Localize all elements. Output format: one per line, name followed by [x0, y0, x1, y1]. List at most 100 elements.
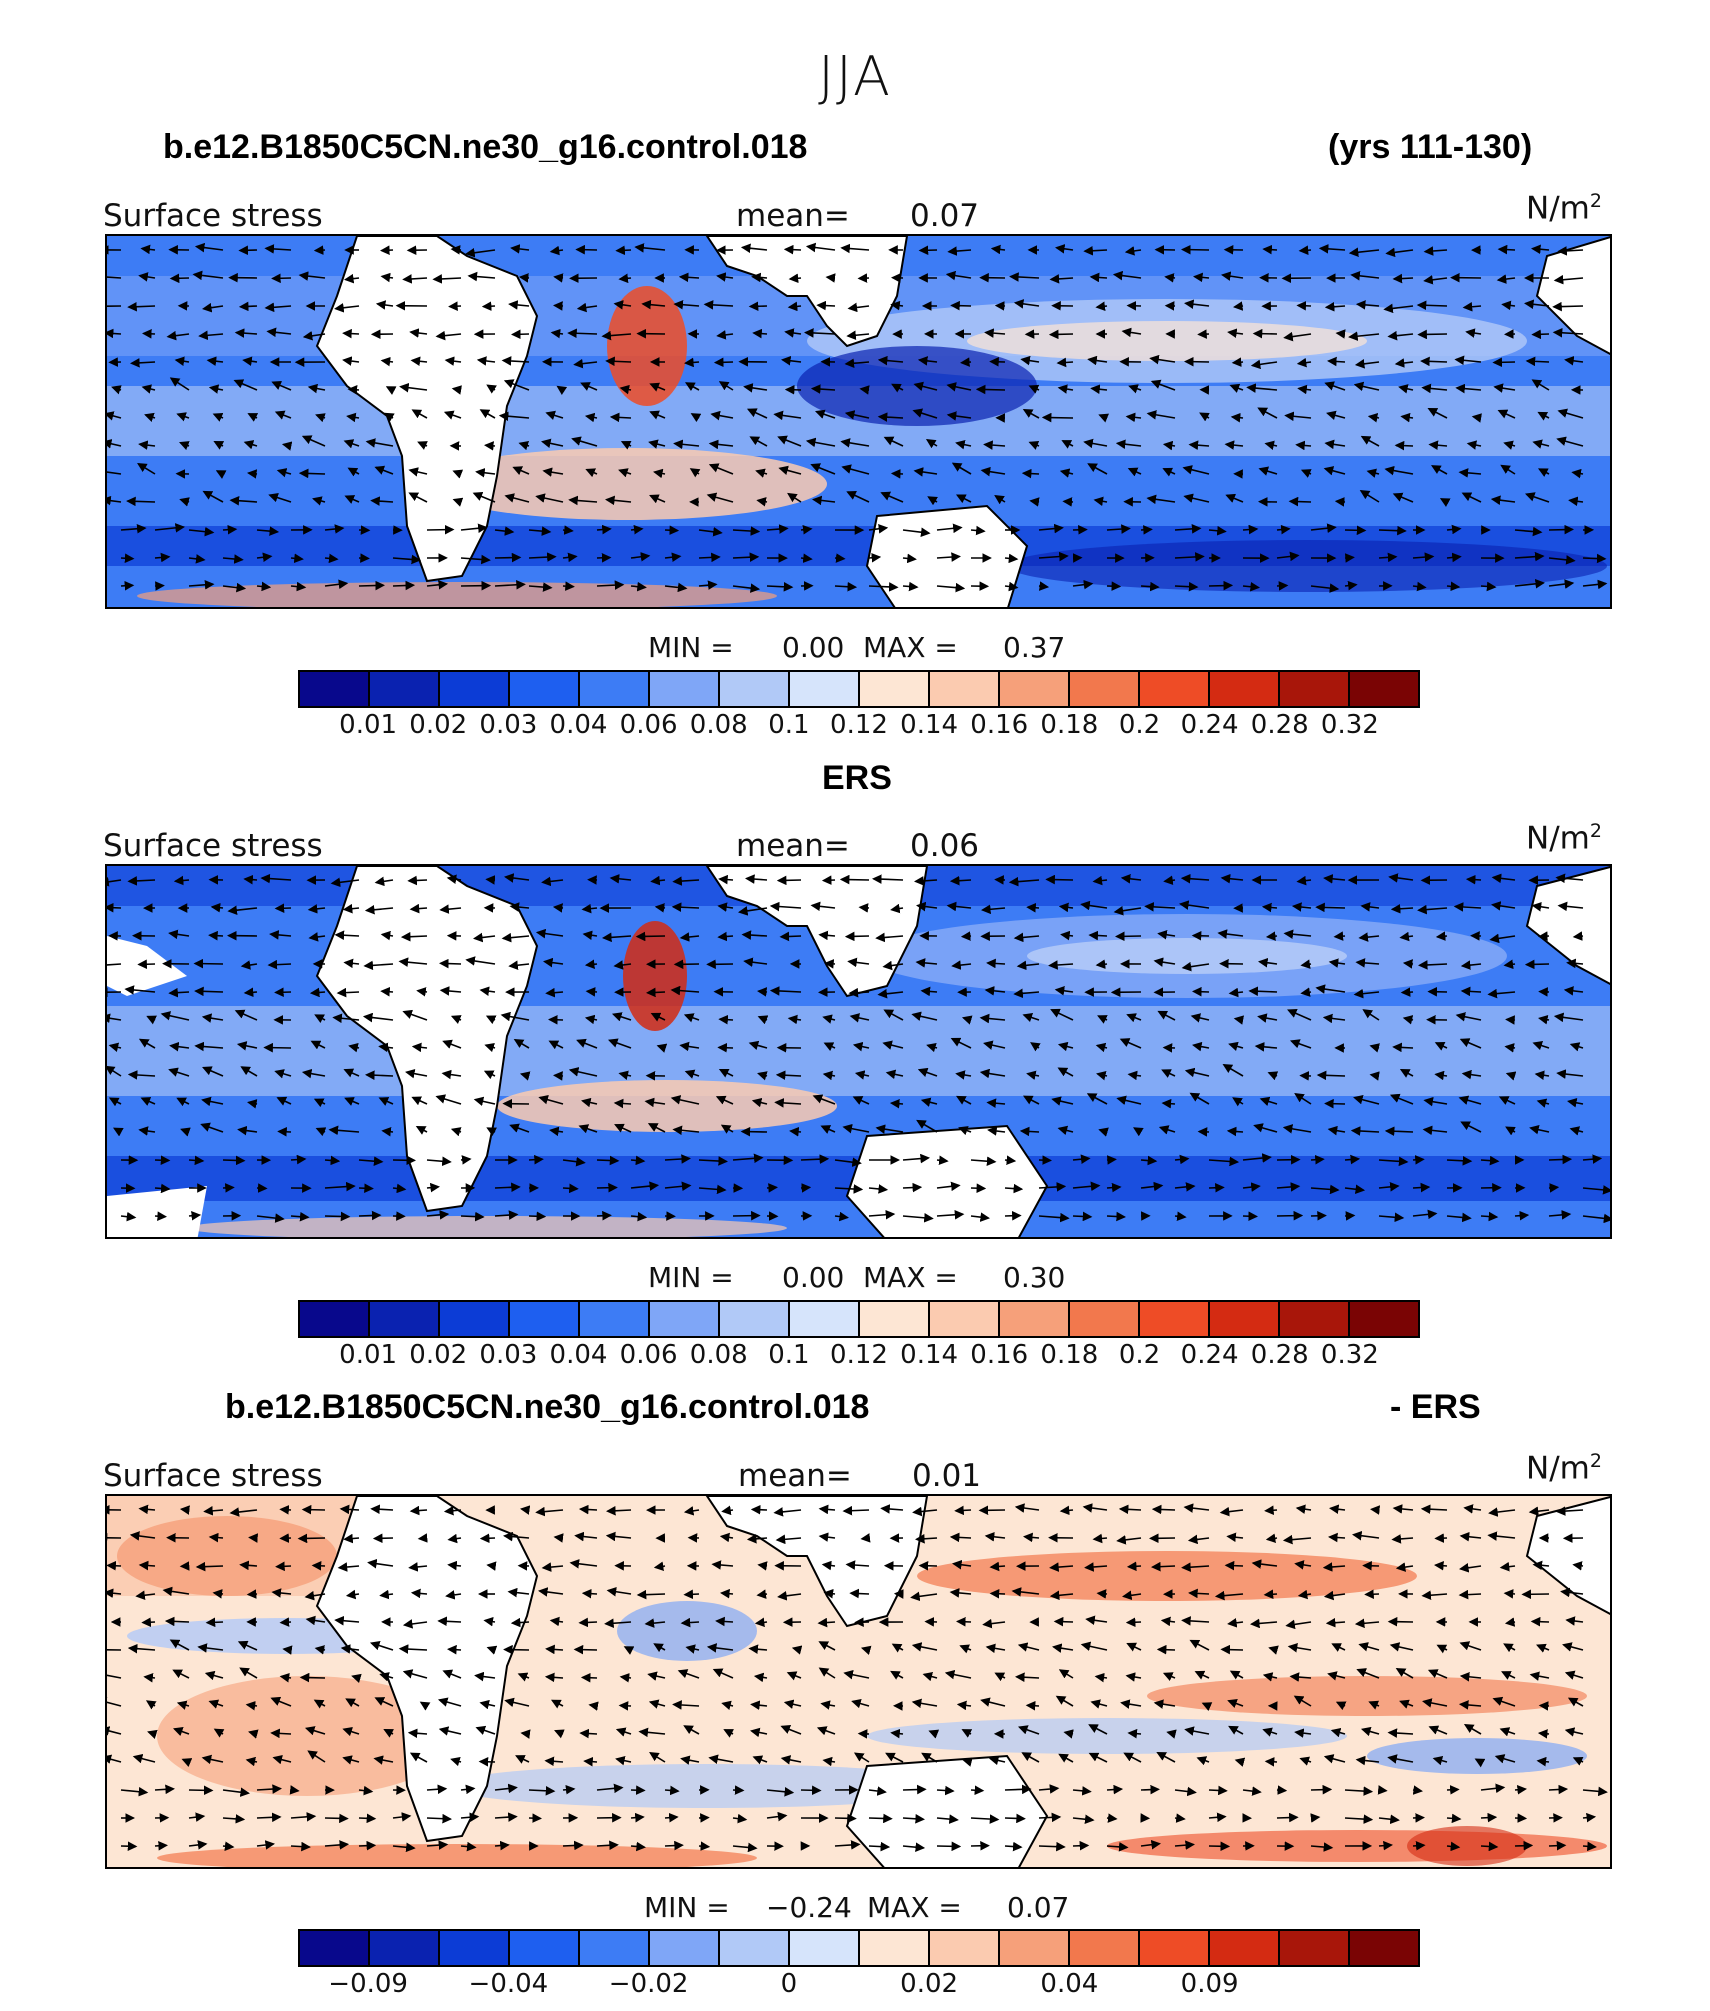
panel2-stress-arrow: [1189, 1092, 1210, 1105]
panel3-stress-arrow: [535, 1506, 564, 1517]
panel1-colorbar-tick-label: 0.02: [409, 710, 468, 740]
panel2-stress-arrow: [210, 902, 224, 913]
panel1-stress-arrow: [685, 382, 700, 392]
panel1-stress-arrow: [432, 274, 462, 284]
panel1-variable-label: Surface stress: [103, 198, 323, 234]
panel3-max-value: 0.07: [1007, 1891, 1070, 1924]
panel2-stress-arrow: [602, 932, 632, 943]
panel1-stress-arrow: [1385, 247, 1414, 258]
panel2-colorbar-tick-label: 0.12: [830, 1340, 888, 1370]
panel1-stress-arrow: [1344, 525, 1367, 536]
panel1-stress-arrow: [618, 273, 632, 284]
panel1-stress-arrow: [1417, 329, 1448, 340]
panel2-colorbar-tick-label: 0.14: [900, 1340, 959, 1370]
panel1-stress-arrow: [498, 411, 530, 422]
panel2-stress-arrow: [650, 1012, 666, 1022]
panel3-stress-arrow: [606, 1505, 632, 1516]
panel3-stress-arrow: [583, 1756, 598, 1767]
panel3-stress-arrow: [1096, 1589, 1108, 1599]
panel2-stress-arrow: [775, 1070, 802, 1081]
panel2-stress-arrow: [609, 874, 632, 884]
panel2-stress-arrow: [1333, 931, 1346, 941]
panel3-stress-arrow: [279, 1617, 292, 1627]
panel3-stress-arrow: [1025, 1700, 1040, 1711]
panel2-colorbar-box: [1210, 1302, 1280, 1336]
panel3-stress-arrow: [246, 1589, 258, 1599]
panel1-map: [105, 234, 1612, 609]
panel1-stress-arrow: [1057, 384, 1074, 394]
panel1-stress-arrow: [1428, 440, 1448, 450]
panel2-stress-arrow: [1180, 873, 1210, 884]
panel2-stress-arrow: [324, 1155, 341, 1166]
panel1-colorbar-box: [790, 672, 860, 706]
panel2-stress-arrow: [138, 1126, 156, 1136]
panel1-stress-arrow: [596, 524, 612, 535]
panel2-stress-arrow: [672, 1125, 700, 1136]
panel2-stress-arrow: [1106, 1211, 1126, 1222]
panel2-stress-arrow: [127, 1070, 156, 1080]
panel1-stress-arrow: [684, 357, 700, 368]
panel1-stress-arrow: [980, 466, 1006, 477]
panel1-stress-arrow: [375, 300, 394, 310]
panel2-stress-arrow: [483, 1070, 496, 1080]
panel1-stress-arrow: [313, 245, 326, 255]
panel2-stress-arrow: [868, 1184, 889, 1194]
panel2-stress-arrow: [1192, 1041, 1210, 1052]
panel1-stress-arrow: [781, 355, 802, 366]
panel3-stress-arrow: [1072, 1840, 1090, 1851]
panel2-colorbar-box: [370, 1302, 440, 1336]
panel2-stress-arrow: [1058, 902, 1074, 913]
panel2-colorbar-box: [1350, 1302, 1418, 1336]
panel1-stress-arrow: [111, 385, 122, 395]
panel2-colorbar-tick-label: 0.01: [339, 1340, 398, 1370]
panel1-stress-arrow: [703, 300, 734, 310]
panel3-stress-arrow: [750, 1504, 768, 1515]
panel2-stress-arrow: [1453, 902, 1482, 912]
panel1-stress-arrow: [773, 410, 802, 421]
panel1-colorbar-tick-label: 0.01: [339, 710, 398, 740]
panel3-stress-arrow: [107, 1560, 122, 1571]
panel3-stress-arrow: [503, 1644, 530, 1655]
panel1-stress-arrow: [1231, 357, 1244, 367]
panel1-stress-arrow: [912, 408, 938, 419]
panel1-stress-arrow: [494, 526, 515, 536]
panel2-stress-arrow: [664, 1181, 692, 1192]
panel3-stress-arrow: [581, 1588, 598, 1599]
panel2-stress-arrow: [314, 1014, 326, 1024]
panel1-stress-arrow: [609, 412, 632, 423]
figure-title: JJA: [818, 45, 892, 108]
panel3-stress-arrow: [578, 1504, 598, 1515]
panel2-stress-arrow: [120, 1211, 137, 1222]
panel1-stress-arrow: [1525, 356, 1550, 367]
panel1-stress-arrow: [276, 468, 292, 478]
panel2-stress-arrow: [1013, 932, 1040, 943]
panel1-stress-arrow: [1455, 383, 1482, 394]
panel2-stress-arrow: [124, 985, 156, 995]
panel1-stress-arrow: [708, 439, 734, 450]
panel2-stress-arrow: [1556, 1069, 1584, 1079]
panel1-stress-arrow: [486, 384, 497, 394]
panel2-stress-arrow: [1350, 1126, 1380, 1136]
panel1-stress-arrow: [649, 382, 666, 392]
panel2-stress-arrow: [363, 960, 394, 971]
panel2-stress-arrow: [1315, 984, 1346, 994]
panel1-stress-arrow: [243, 440, 258, 450]
panel2-stress-vectors: [107, 873, 1610, 1224]
panel1-stress-arrow: [107, 328, 122, 339]
panel2-stress-arrow: [1504, 1043, 1516, 1053]
panel1-stress-arrow: [494, 579, 526, 590]
panel1-stress-arrow: [1532, 439, 1550, 449]
panel1-stress-arrow: [1537, 468, 1550, 478]
panel1-stress-arrow: [426, 524, 455, 535]
panel2-stress-arrow: [1400, 987, 1414, 997]
panel3-stress-arrow: [954, 1505, 972, 1516]
panel1-stress-arrow: [649, 410, 666, 420]
panel1-stress-arrow: [256, 526, 280, 536]
panel3-stress-arrow: [989, 1588, 1006, 1599]
panel3-mean-value: 0.01: [912, 1458, 982, 1494]
panel2-stress-arrow: [1536, 1098, 1550, 1108]
panel3-stress-arrow: [486, 1561, 497, 1571]
panel1-stress-arrow: [983, 440, 1006, 450]
panel2-stress-arrow: [504, 873, 530, 883]
panel3-colorbar-box: [790, 1931, 860, 1965]
